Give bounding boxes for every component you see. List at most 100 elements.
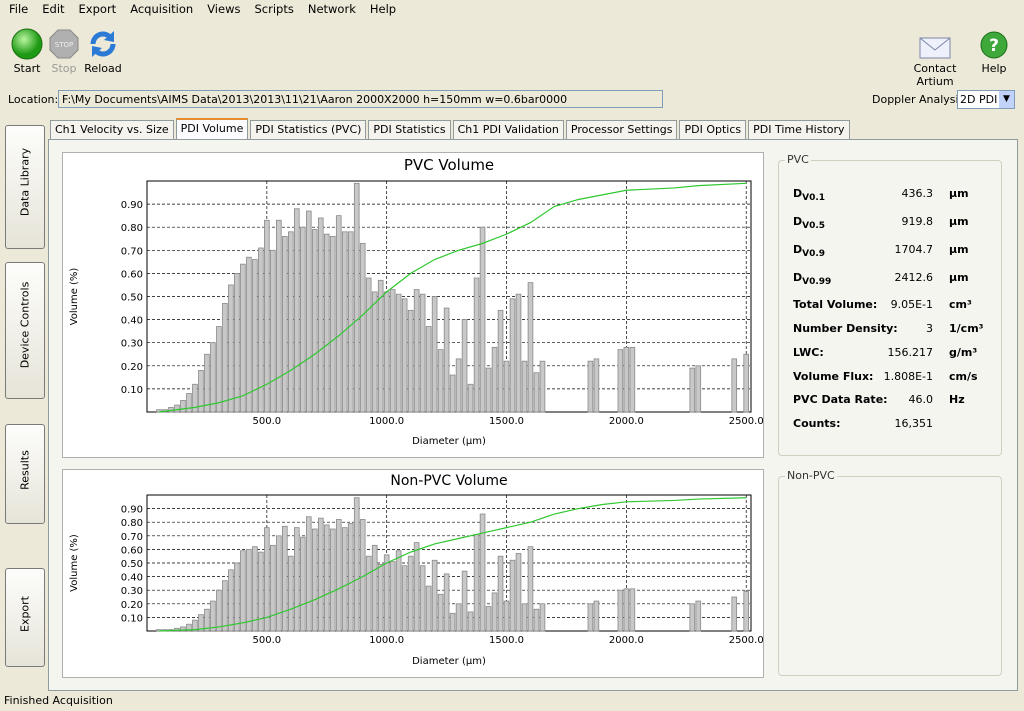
side-tab[interactable]: Device Controls (5, 262, 45, 399)
stat-unit: g/m³ (949, 346, 977, 359)
bar (276, 536, 281, 631)
stat-sub: V0.99 (802, 277, 831, 287)
x-tick-label: 2500.0 (729, 635, 763, 646)
tab[interactable]: PDI Time History (748, 120, 849, 139)
stat-value: 919.8 (902, 215, 934, 228)
reload-button[interactable]: Reload (83, 28, 123, 75)
stat-sub: V0.9 (802, 249, 825, 259)
bar (288, 232, 293, 412)
bar (432, 560, 437, 631)
bar (492, 347, 497, 412)
bar (324, 525, 329, 631)
tab[interactable]: PDI Statistics (368, 120, 450, 139)
bar (246, 549, 251, 631)
label: Contact Artium (914, 62, 957, 88)
doppler-select[interactable]: 2D PDI▼ (957, 90, 1015, 109)
bar (420, 566, 425, 631)
x-axis-label: Diameter (µm) (412, 436, 486, 447)
bar (228, 285, 233, 412)
tab[interactable]: PDI Statistics (PVC) (250, 120, 366, 139)
bar (630, 589, 635, 631)
chart: Non-PVC Volume0.100.200.300.400.500.600.… (63, 470, 763, 677)
side-tab[interactable]: Export (5, 568, 45, 667)
bar (696, 366, 701, 412)
bar (264, 528, 269, 631)
bar (360, 243, 365, 412)
stat-row: PVC Data Rate:46.0Hz (793, 393, 993, 411)
bar (510, 299, 515, 412)
bar (516, 294, 521, 412)
bar (228, 570, 233, 631)
stat-label: Total Volume: (793, 298, 877, 311)
menu-item[interactable]: Views (207, 0, 240, 18)
stat-sub: V0.1 (802, 193, 825, 203)
bar (205, 354, 210, 412)
menu-item[interactable]: Edit (42, 0, 64, 18)
chart-title: Non-PVC Volume (390, 473, 507, 489)
location-label: Location: (8, 93, 58, 106)
menu-item[interactable]: File (9, 0, 28, 18)
tab[interactable]: PDI Volume (176, 118, 249, 140)
bar (175, 405, 180, 412)
stop-button[interactable]: STOP Stop (47, 28, 81, 75)
tab[interactable]: PDI Optics (679, 120, 746, 139)
bar (240, 264, 245, 412)
y-tick-label: 0.70 (121, 246, 143, 257)
stat-row: DV0.91704.7µm (793, 243, 993, 261)
bar (468, 612, 473, 631)
bar (624, 589, 629, 631)
bar (342, 232, 347, 412)
bar (187, 394, 192, 412)
location-field[interactable]: F:\My Documents\AIMS Data\2013\2013\11\2… (58, 90, 663, 108)
bar (462, 320, 467, 412)
bar (540, 604, 545, 631)
side-tab[interactable]: Results (5, 424, 45, 524)
group-title: Non-PVC (785, 469, 837, 482)
bar (588, 361, 593, 412)
tab[interactable]: Processor Settings (566, 120, 678, 139)
bar (744, 592, 749, 631)
stat-unit: Hz (949, 393, 965, 406)
x-tick-label: 1500.0 (489, 416, 524, 427)
tab[interactable]: Ch1 PDI Validation (453, 120, 564, 139)
y-tick-label: 0.90 (121, 505, 143, 516)
bar (480, 227, 485, 412)
bar (306, 211, 311, 412)
bar (528, 283, 533, 412)
bar (474, 278, 479, 412)
bar (480, 514, 485, 631)
y-tick-label: 0.90 (121, 200, 143, 211)
stat-label: PVC Data Rate: (793, 393, 888, 406)
bar (450, 375, 455, 412)
menu-item[interactable]: Acquisition (130, 0, 193, 18)
stat-unit: cm/s (949, 370, 978, 383)
stat-label: LWC: (793, 346, 824, 359)
bar (384, 292, 389, 412)
contact-button[interactable]: Contact Artium (894, 30, 976, 88)
stop-icon: STOP (48, 28, 80, 60)
y-tick-label: 0.50 (121, 559, 143, 570)
menu-item[interactable]: Network (308, 0, 356, 18)
bar (270, 250, 275, 412)
help-button[interactable]: ? Help (978, 30, 1010, 75)
menu-item[interactable]: Scripts (254, 0, 293, 18)
menu-item[interactable]: Help (370, 0, 396, 18)
bar (696, 601, 701, 631)
bar (252, 547, 257, 631)
start-button[interactable]: DV0.1462.3µmDV0.5951.3µmDV0.91735.2µmDV0… (8, 28, 46, 75)
y-tick-label: 0.10 (121, 385, 143, 396)
bar (624, 347, 629, 412)
menu-item[interactable]: Export (79, 0, 117, 18)
tab[interactable]: Ch1 Velocity vs. Size (50, 120, 174, 139)
bar (402, 299, 407, 412)
bar (234, 273, 239, 412)
help-icon: ? (979, 30, 1009, 60)
x-tick-label: 500.0 (253, 416, 282, 427)
side-tab[interactable]: Data Library (5, 125, 45, 249)
envelope-icon (918, 30, 952, 60)
side-tab-label: Export (19, 596, 32, 632)
y-axis-label: Volume (%) (69, 534, 80, 592)
bar (294, 209, 299, 412)
pvc-group: PVCDV0.1436.3µmDV0.5919.8µmDV0.91704.7µm… (778, 160, 1002, 456)
